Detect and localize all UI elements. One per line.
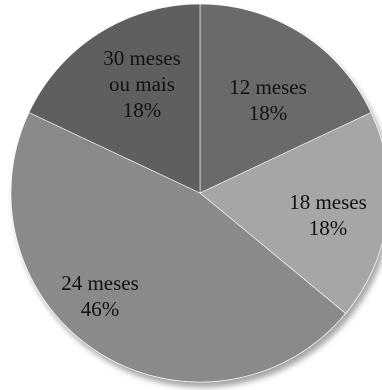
slice-label-line: 18%: [123, 98, 162, 122]
slice-label-30-meses-ou-mais: 30 meses ou mais 18%: [103, 46, 181, 122]
pie-labels: 12 meses 18%18 meses 18%24 meses 46%30 mese…: [61, 46, 367, 321]
slice-label-12-meses: 12 meses 18%: [229, 75, 307, 125]
pie-slice-18-meses: [199, 112, 382, 314]
slice-label-line: 12 meses: [229, 75, 307, 99]
pie-slice-24-meses: [10, 112, 347, 383]
slice-label-line: 18 meses: [289, 190, 367, 214]
pie-slices: [10, 3, 382, 383]
slice-label-line: ou mais: [109, 72, 175, 96]
slice-label-18-meses: 18 meses 18%: [289, 190, 367, 240]
slice-label-line: 18%: [309, 216, 348, 240]
slice-label-line: 24 meses: [61, 271, 139, 295]
slice-label-line: 18%: [249, 101, 288, 125]
slice-label-24-meses: 24 meses 46%: [61, 271, 139, 321]
slice-label-line: 46%: [81, 297, 120, 321]
slice-label-line: 30 meses: [103, 46, 181, 70]
pie-slice-30-meses-ou-mais: [28, 3, 201, 194]
pie-slice-12-meses: [199, 3, 372, 194]
